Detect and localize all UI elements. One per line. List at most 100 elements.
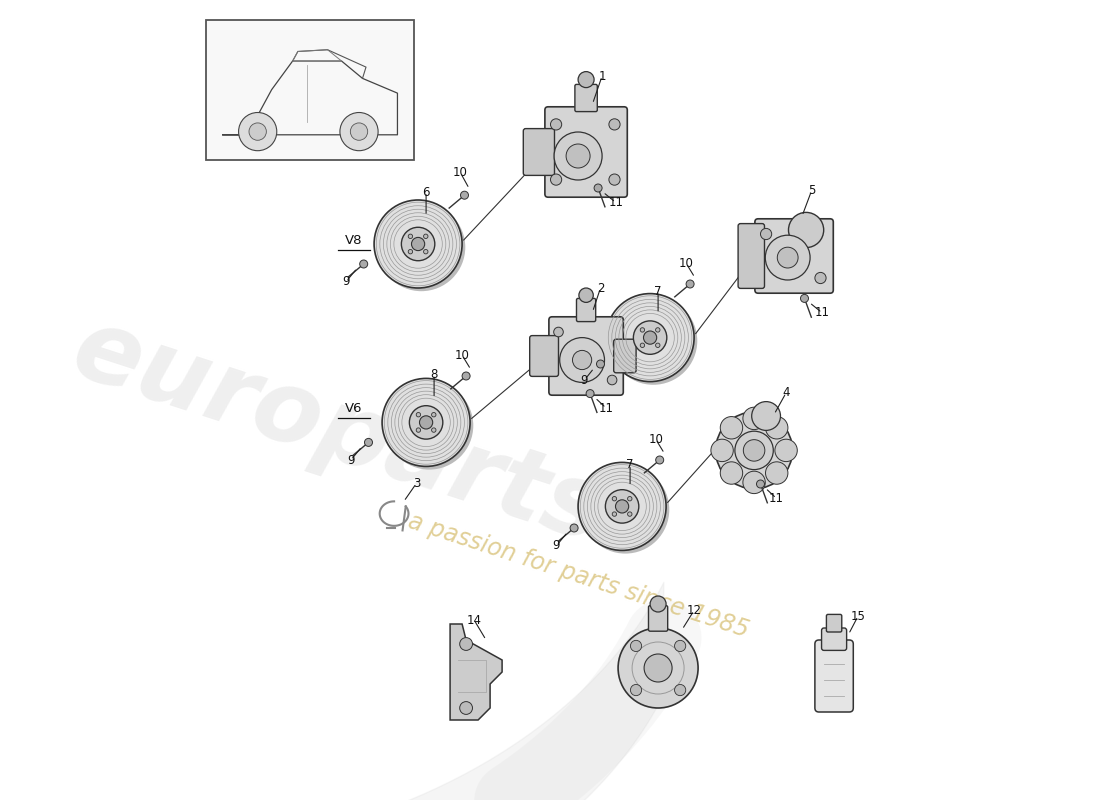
- Circle shape: [674, 640, 685, 651]
- Text: 11: 11: [608, 196, 624, 209]
- Circle shape: [628, 497, 632, 501]
- Circle shape: [566, 144, 590, 168]
- Circle shape: [815, 272, 826, 283]
- Circle shape: [402, 227, 434, 261]
- Circle shape: [618, 628, 698, 708]
- Circle shape: [554, 132, 602, 180]
- Circle shape: [640, 343, 645, 347]
- Circle shape: [766, 462, 788, 484]
- Circle shape: [431, 428, 436, 432]
- Circle shape: [350, 123, 367, 140]
- Text: 8: 8: [430, 368, 438, 381]
- Circle shape: [239, 113, 277, 150]
- FancyBboxPatch shape: [649, 606, 668, 631]
- Circle shape: [605, 490, 639, 523]
- FancyBboxPatch shape: [524, 129, 554, 175]
- FancyBboxPatch shape: [822, 628, 847, 650]
- Text: 12: 12: [686, 604, 702, 617]
- Circle shape: [408, 250, 412, 254]
- Text: 7: 7: [626, 458, 634, 471]
- Circle shape: [579, 71, 594, 87]
- Circle shape: [742, 407, 766, 430]
- Text: 14: 14: [466, 614, 482, 626]
- Circle shape: [374, 200, 462, 288]
- Circle shape: [411, 238, 425, 250]
- Text: a passion for parts since 1985: a passion for parts since 1985: [405, 510, 751, 642]
- Circle shape: [630, 640, 641, 651]
- Circle shape: [613, 497, 617, 501]
- Text: V8: V8: [345, 234, 363, 246]
- FancyBboxPatch shape: [544, 106, 627, 197]
- Circle shape: [630, 685, 641, 696]
- Text: 9: 9: [342, 275, 350, 288]
- Circle shape: [424, 250, 428, 254]
- Circle shape: [716, 412, 792, 489]
- FancyBboxPatch shape: [826, 614, 842, 632]
- Circle shape: [774, 439, 798, 462]
- Circle shape: [340, 113, 378, 150]
- Circle shape: [409, 406, 443, 439]
- FancyBboxPatch shape: [815, 640, 854, 712]
- Circle shape: [757, 480, 764, 488]
- Circle shape: [249, 123, 266, 140]
- Text: 6: 6: [422, 186, 430, 198]
- Circle shape: [609, 118, 620, 130]
- Circle shape: [742, 471, 766, 494]
- Circle shape: [616, 500, 629, 513]
- Circle shape: [360, 260, 367, 268]
- FancyBboxPatch shape: [738, 223, 764, 288]
- Circle shape: [553, 327, 563, 337]
- Circle shape: [462, 372, 470, 380]
- Bar: [206, 20, 414, 160]
- Circle shape: [570, 524, 579, 532]
- Text: 4: 4: [782, 386, 790, 399]
- Circle shape: [656, 456, 663, 464]
- FancyBboxPatch shape: [575, 84, 597, 111]
- Text: europarts: europarts: [60, 301, 616, 563]
- Circle shape: [385, 382, 473, 470]
- Text: 11: 11: [769, 492, 784, 505]
- Circle shape: [606, 294, 694, 382]
- Circle shape: [609, 174, 620, 185]
- Text: 9: 9: [348, 454, 354, 466]
- Circle shape: [613, 512, 617, 516]
- Circle shape: [711, 439, 734, 462]
- Circle shape: [686, 280, 694, 288]
- Circle shape: [364, 438, 373, 446]
- FancyBboxPatch shape: [614, 339, 636, 373]
- Circle shape: [594, 184, 602, 192]
- Circle shape: [645, 654, 672, 682]
- Circle shape: [656, 328, 660, 332]
- Circle shape: [382, 378, 470, 466]
- FancyBboxPatch shape: [530, 335, 559, 376]
- Circle shape: [778, 247, 799, 268]
- Circle shape: [586, 390, 594, 398]
- Circle shape: [579, 462, 667, 550]
- Circle shape: [431, 413, 436, 417]
- Circle shape: [424, 234, 428, 238]
- FancyBboxPatch shape: [549, 317, 624, 395]
- Text: 10: 10: [679, 257, 693, 270]
- Text: 5: 5: [808, 184, 815, 197]
- Circle shape: [766, 417, 788, 439]
- Text: 11: 11: [815, 306, 829, 319]
- Text: 10: 10: [453, 166, 468, 179]
- Text: 1: 1: [598, 70, 606, 82]
- Circle shape: [579, 288, 593, 302]
- Text: 10: 10: [454, 349, 470, 362]
- Circle shape: [720, 417, 742, 439]
- Circle shape: [656, 343, 660, 347]
- FancyBboxPatch shape: [576, 298, 596, 322]
- Circle shape: [572, 350, 592, 370]
- Circle shape: [581, 466, 669, 554]
- Text: V6: V6: [345, 402, 363, 414]
- Text: 9: 9: [552, 539, 560, 552]
- Circle shape: [416, 413, 420, 417]
- Circle shape: [720, 462, 742, 484]
- Circle shape: [607, 375, 617, 385]
- Circle shape: [634, 321, 667, 354]
- Circle shape: [628, 512, 632, 516]
- Text: 9: 9: [581, 374, 589, 386]
- Circle shape: [650, 596, 667, 612]
- Circle shape: [766, 235, 810, 280]
